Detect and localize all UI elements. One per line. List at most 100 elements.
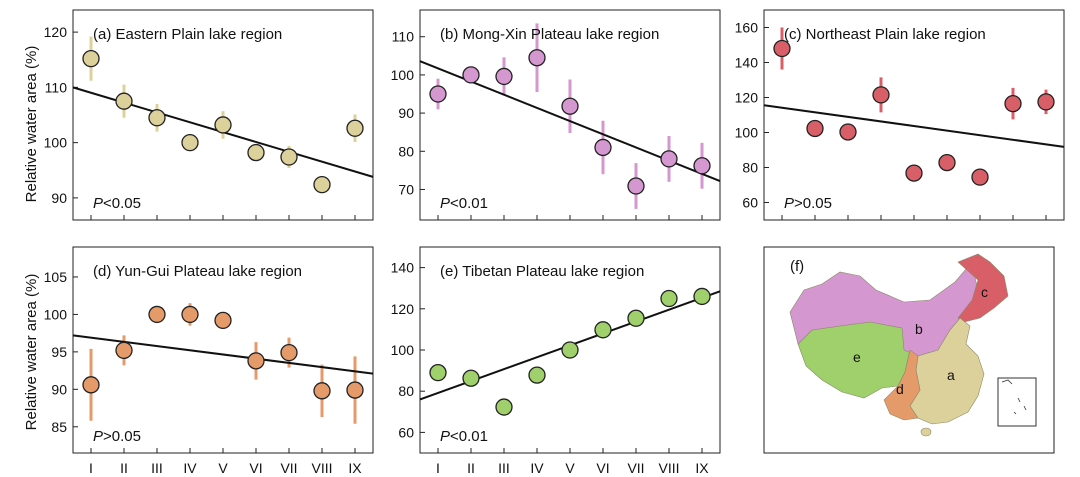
chart-panels: 90 100 110 120 (a) Eastern Plain lake region… [44,9,1065,476]
panel-c-data-point [1004,94,1022,113]
y-axis-label-bottom: Relative water area (%) [23,274,40,431]
panel-d-ytick-label: 85 [51,419,67,435]
panel-a-data-point [247,143,265,162]
panel-c-data-point [905,164,923,182]
map-label-e: e [853,349,861,365]
panel-c-data-point [1037,93,1055,111]
panel-a-data-point [346,119,364,137]
panel-e-data-point [495,398,513,416]
panel-e-ytick-label: 100 [391,342,415,358]
panel-b-ytick-label: 80 [398,143,414,159]
panel-d-data-point [181,305,199,324]
panel-e-xtick-label: VI [596,460,609,476]
panel-d-xtick-label: III [151,460,163,476]
panel-c-ytick-label: 60 [742,195,758,211]
panel-a-data-point [181,133,199,152]
panel-d-data-point [82,376,100,394]
panel-d-xtick-label: VIII [311,460,332,476]
panel-a-ytick-label: 120 [44,24,68,40]
panel-b-data-point [429,85,447,103]
panel-e-xtick-label: II [467,460,475,476]
panel-e-data-point [660,289,678,308]
panel-d-p-value: P>0.05 [93,428,141,445]
panel-c-ytick-label: 160 [735,20,759,36]
map-panel: (f) e b c a d [763,246,1055,454]
panel-d-xtick-label: VII [280,460,297,476]
panel-e-data-point [561,341,579,359]
map-south-sea-inset [997,377,1037,427]
panel-d-xtick-label: V [218,460,228,476]
panel-e-xtick-label: IV [530,460,544,476]
panel-b-data-point [627,177,645,195]
panel-d-data-point [148,305,166,324]
y-axis-label-top: Relative water area (%) [23,46,40,203]
panel-c-ytick-label: 140 [735,55,759,71]
panel-e-data-point [594,321,612,339]
panel-b-data-point [495,67,513,86]
panel-a-ytick-label: 90 [51,190,67,206]
panel-e-xtick-label: IX [695,460,709,476]
panel-e-p-value: P<0.01 [440,428,488,445]
panel-e-xtick-label: VII [627,460,644,476]
panel-d-xtick-label: VI [249,460,262,476]
panel-b-ytick-label: 90 [398,105,414,121]
panel-d-xtick-label: II [120,460,128,476]
panel-a-ytick-label: 110 [45,79,68,95]
panel-b-title: (b) Mong-Xin Plateau lake region [440,26,659,43]
panel-d-title: (d) Yun-Gui Plateau lake region [93,263,302,280]
panel-e-data-point [627,309,645,327]
panel-d-xtick-label: I [89,460,93,476]
panel-e-ytick-label: 140 [391,260,415,276]
panel-a-data-point [82,49,100,68]
map-hainan-island [920,427,932,437]
panel-c-data-point [938,153,956,172]
panel-e-title: (e) Tibetan Plateau lake region [440,263,644,280]
panel-c-ytick-label: 80 [742,160,758,176]
panel-d-data-point [280,343,298,362]
panel-d-data-point [313,382,331,400]
panel-c-data-point [839,123,857,141]
panel-d-ytick-label: 100 [44,306,68,322]
panel-d-data-point [214,311,232,330]
panel-e-ytick-label: 120 [391,301,415,317]
map-label-c: c [981,284,988,300]
panel-d-data-point [247,352,265,370]
map-inset-islands [1001,379,1027,415]
panel-b-data-point [660,150,678,168]
panel-e-data-point [528,366,546,384]
panel-b-data-point [528,49,546,67]
panel-d-xtick-label: IX [348,460,362,476]
panel-c-p-value: P>0.05 [784,195,832,212]
panel-a-data-point [280,148,298,166]
panel-e-xtick-label: VIII [658,460,679,476]
panel-b-data-point [462,66,480,84]
panel-b-ytick-label: 110 [392,29,415,45]
panel-d-data-point [115,341,133,360]
map-label-b: b [915,321,923,337]
panel-d-ytick-label: 105 [44,269,68,285]
map-label-a: a [947,367,955,383]
panel-b-data-point [693,157,711,175]
map-label-d: d [896,381,904,397]
panel-b-p-value: P<0.01 [440,195,488,212]
panel-e-data-point [429,364,447,382]
panel-c-data-point [773,39,791,58]
panel-d-xtick-label: IV [183,460,197,476]
panel-c-data-point [872,86,890,104]
panel-a-data-point [313,175,331,194]
panel-e-xtick-label: V [565,460,575,476]
panel-c-data-point [971,168,989,186]
panel-e-data-point [693,287,711,306]
panel-b: 70 80 90 100 110 (b) Mong-Xin Plateau lake re… [391,9,721,221]
panel-a-title: (a) Eastern Plain lake region [93,26,282,43]
panel-c-data-point [806,119,824,138]
panel-a-data-point [214,116,232,134]
panel-b-data-point [594,138,612,157]
panel-a-data-point [148,109,166,127]
panel-a-p-value: P<0.05 [93,195,141,212]
panel-e-xtick-label: I [436,460,440,476]
panel-e-xtick-label: III [498,460,510,476]
